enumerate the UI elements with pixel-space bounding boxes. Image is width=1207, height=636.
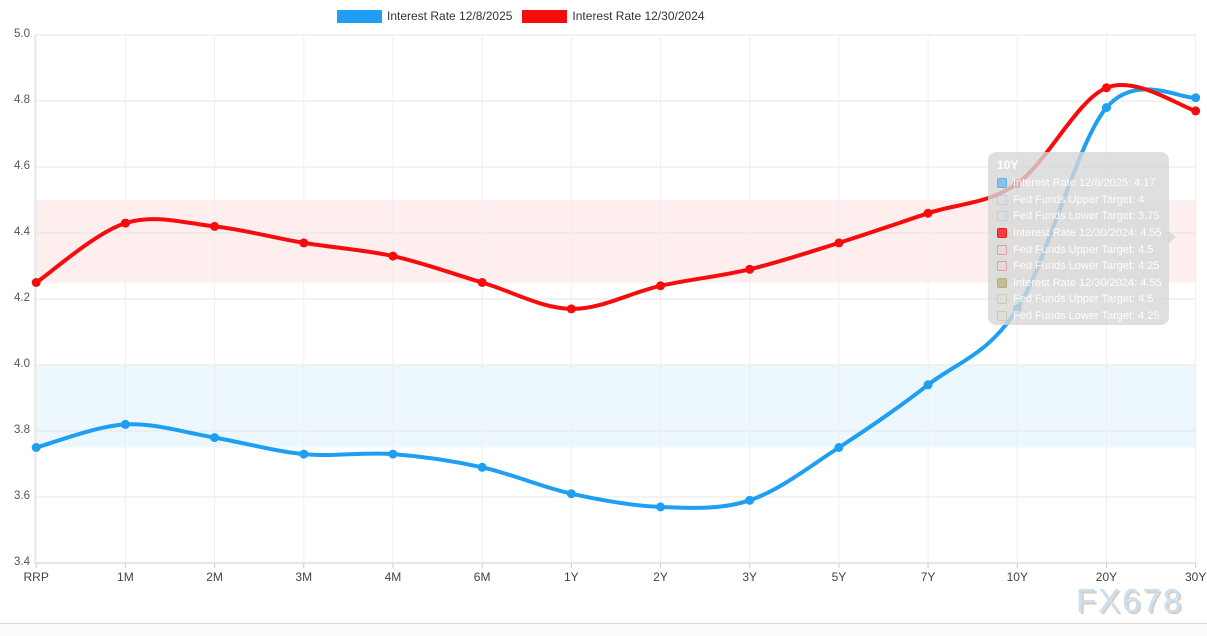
- x-axis-label-2M: 2M: [206, 570, 223, 584]
- tooltip-row: Interest Rate 12/30/2024: 4.55: [997, 225, 1169, 242]
- data-point-red-RRP[interactable]: [31, 278, 41, 287]
- data-point-red-30Y[interactable]: [1191, 106, 1201, 116]
- y-axis-label: 4.8: [14, 94, 30, 106]
- x-axis-label-10Y: 10Y: [1006, 570, 1028, 584]
- tooltip-row: Fed Funds Lower Target: 3.75: [997, 208, 1169, 225]
- data-point-red-2Y[interactable]: [656, 281, 666, 291]
- x-axis-label-2Y: 2Y: [653, 570, 668, 584]
- legend-swatch-red-icon: [522, 10, 568, 23]
- tooltip-row-text: Fed Funds Upper Target: 4: [1013, 193, 1145, 206]
- x-axis-label-1Y: 1Y: [563, 570, 579, 584]
- x-axis-label-7Y: 7Y: [920, 570, 936, 584]
- bottom-strip: [0, 624, 1207, 636]
- x-axis-label-30Y: 30Y: [1184, 570, 1207, 584]
- data-point-blue-RRP[interactable]: [31, 443, 41, 452]
- data-point-blue-5Y[interactable]: [834, 443, 844, 452]
- tooltip-row: Interest Rate 12/30/2024: 4.55: [997, 275, 1169, 292]
- tooltip-title: 10Y: [997, 158, 1019, 172]
- tooltip-row-text: Interest Rate 12/30/2024: 4.55: [1013, 276, 1162, 289]
- legend-label-rate-2024: Interest Rate 12/30/2024: [572, 9, 705, 23]
- x-axis-label-4M: 4M: [384, 570, 402, 584]
- tooltip-arrow-icon: [1168, 230, 1176, 244]
- data-point-red-3M[interactable]: [299, 238, 309, 248]
- legend-item-rate-2025[interactable]: Interest Rate 12/8/2025: [337, 9, 512, 24]
- tooltip-row-text: Fed Funds Lower Target: 3.75: [1013, 210, 1160, 223]
- band-fed-funds-target-range-12-8-2025: [35, 365, 1196, 448]
- chart-tooltip: 10Y Interest Rate 12/8/2025: 4.17 Fed Fun…: [988, 152, 1176, 325]
- tooltip-row: Fed Funds Upper Target: 4.5: [997, 291, 1169, 308]
- tooltip-swatch-icon: [997, 294, 1007, 305]
- data-point-blue-4M[interactable]: [388, 449, 398, 459]
- y-axis-label: 4.6: [14, 160, 30, 172]
- x-axis-label-5Y: 5Y: [831, 570, 847, 584]
- tooltip-swatch-icon: [997, 277, 1007, 288]
- tooltip-row: Interest Rate 12/8/2025: 4.17: [997, 175, 1169, 192]
- data-point-red-1M[interactable]: [120, 218, 130, 228]
- data-point-blue-3M[interactable]: [299, 449, 309, 459]
- data-point-blue-1Y[interactable]: [566, 489, 576, 499]
- y-axis-label: 3.6: [14, 490, 30, 502]
- tooltip-row: Fed Funds Upper Target: 4.5: [997, 241, 1169, 258]
- data-point-red-7Y[interactable]: [923, 208, 933, 218]
- x-axis-label-1M: 1M: [117, 570, 134, 584]
- data-point-blue-3Y[interactable]: [745, 495, 755, 505]
- data-point-blue-2Y[interactable]: [656, 502, 666, 512]
- data-point-red-20Y[interactable]: [1101, 83, 1111, 93]
- x-axis-label-RRP: RRP: [23, 570, 49, 584]
- data-point-red-1Y[interactable]: [566, 304, 576, 314]
- tooltip-swatch-icon: [997, 178, 1007, 189]
- data-point-blue-6M[interactable]: [477, 462, 487, 472]
- tooltip-row-text: Fed Funds Lower Target: 4.25: [1013, 260, 1160, 273]
- tooltip-swatch-icon: [997, 228, 1007, 239]
- tooltip-row-text: Interest Rate 12/8/2025: 4.17: [1013, 177, 1156, 190]
- x-axis-label-6M: 6M: [473, 570, 491, 584]
- tooltip-row: Fed Funds Upper Target: 4: [997, 192, 1169, 209]
- watermark: FX678: [1076, 582, 1184, 619]
- tooltip-row: Fed Funds Lower Target: 4.25: [997, 308, 1169, 325]
- y-axis-label: 4.2: [14, 292, 30, 304]
- y-axis-label: 3.8: [14, 424, 30, 436]
- tooltip-swatch-icon: [997, 261, 1007, 272]
- y-axis-label: 4.4: [14, 226, 30, 238]
- x-axis-label-3M: 3M: [295, 570, 313, 584]
- data-point-blue-2M[interactable]: [210, 433, 220, 443]
- legend-swatch-blue-icon: [337, 10, 382, 23]
- chart-legend: Interest Rate 12/8/2025 Interest Rate 12…: [337, 9, 705, 24]
- tooltip-row-text: Fed Funds Lower Target: 4.25: [1013, 310, 1160, 323]
- tooltip-row-text: Fed Funds Upper Target: 4.5: [1013, 293, 1154, 306]
- data-point-blue-20Y[interactable]: [1101, 103, 1111, 113]
- data-point-red-4M[interactable]: [388, 251, 398, 261]
- legend-item-rate-2024[interactable]: Interest Rate 12/30/2024: [522, 9, 705, 24]
- tooltip-row-text: Fed Funds Upper Target: 4.5: [1013, 243, 1154, 256]
- data-point-red-2M[interactable]: [210, 221, 220, 231]
- y-axis-label: 4.0: [14, 358, 30, 370]
- data-point-blue-7Y[interactable]: [923, 380, 933, 390]
- tooltip-swatch-icon: [997, 211, 1007, 222]
- tooltip-swatch-icon: [997, 311, 1007, 322]
- tooltip-row: Fed Funds Lower Target: 4.25: [997, 258, 1169, 275]
- bottom-divider: [0, 623, 1207, 624]
- y-axis-label: 3.4: [14, 556, 30, 568]
- data-point-red-3Y[interactable]: [745, 264, 755, 274]
- y-axis-label: 5.0: [14, 28, 30, 40]
- legend-label-rate-2025: Interest Rate 12/8/2025: [387, 9, 513, 23]
- x-axis-label-20Y: 20Y: [1095, 570, 1118, 584]
- x-axis-label-3Y: 3Y: [742, 570, 758, 584]
- data-point-blue-1M[interactable]: [120, 419, 130, 429]
- tooltip-swatch-icon: [997, 244, 1007, 255]
- data-point-red-6M[interactable]: [477, 278, 487, 287]
- data-point-red-5Y[interactable]: [834, 238, 844, 248]
- data-point-blue-30Y[interactable]: [1191, 93, 1201, 103]
- tooltip-swatch-icon: [997, 194, 1007, 205]
- tooltip-row-text: Interest Rate 12/30/2024: 4.55: [1013, 227, 1162, 240]
